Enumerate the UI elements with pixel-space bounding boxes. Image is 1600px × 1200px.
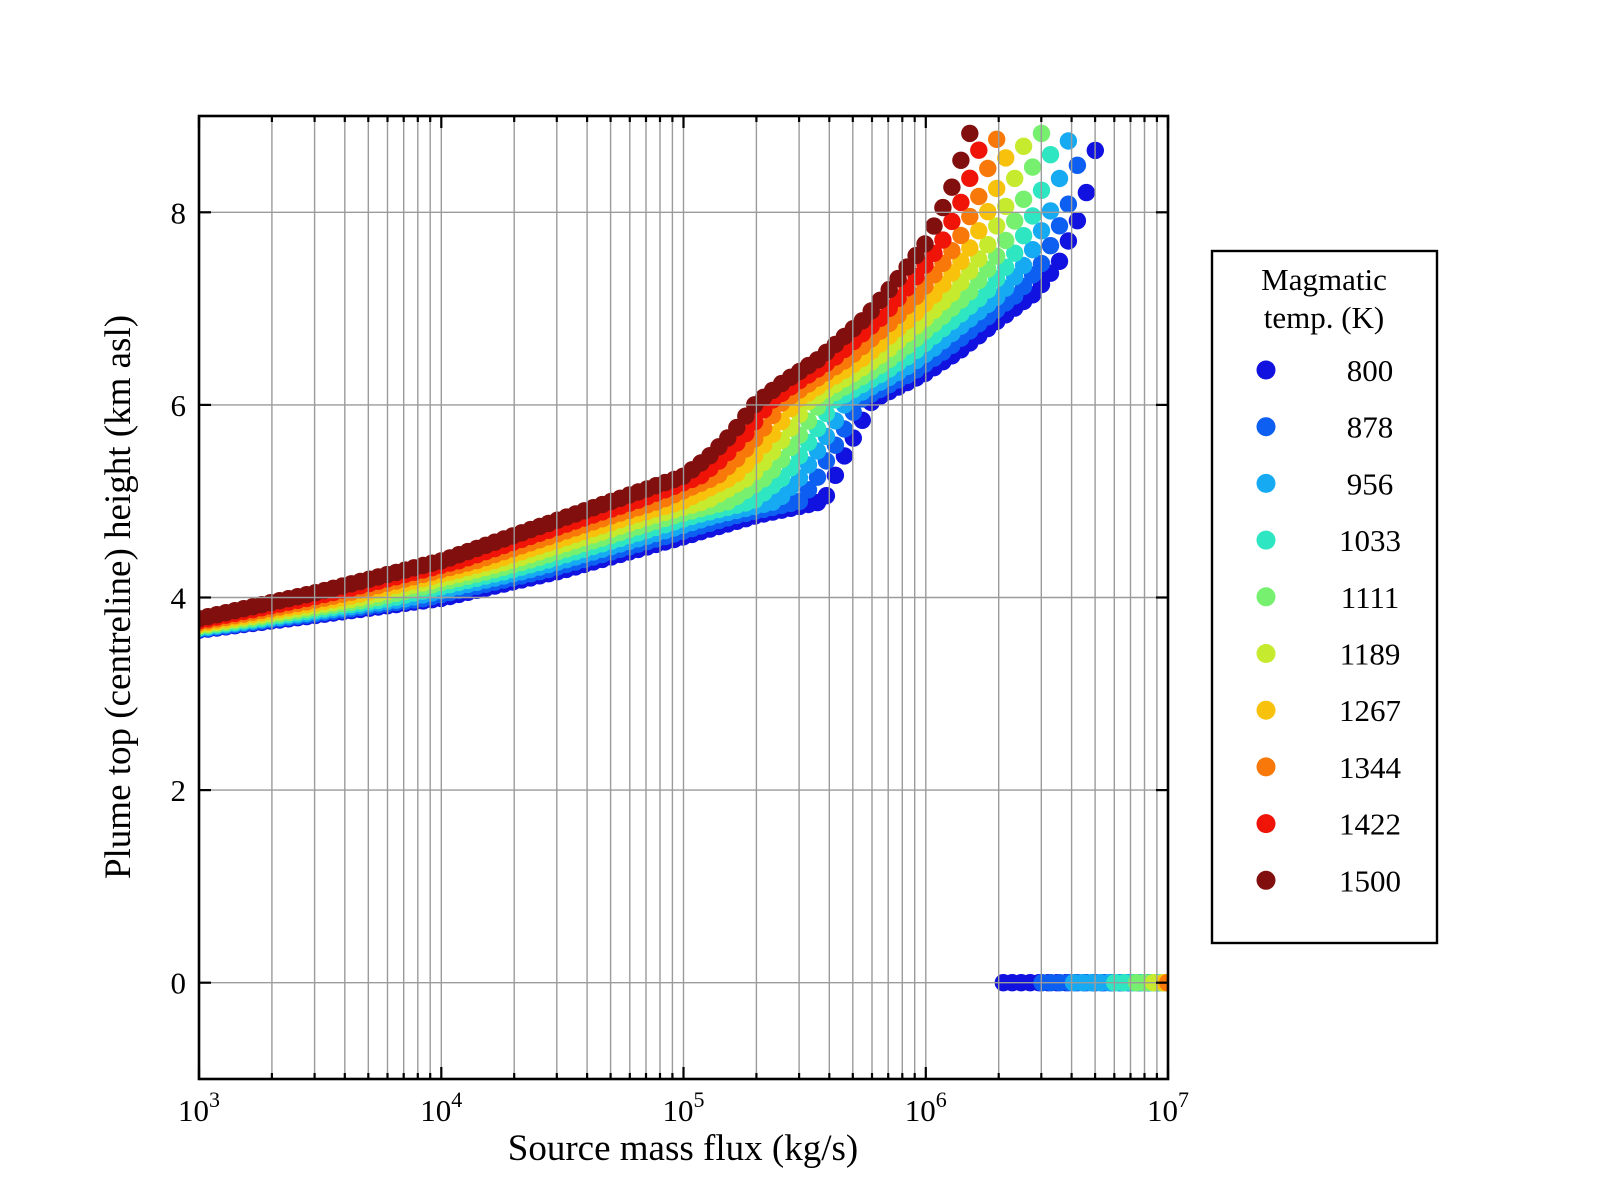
legend-label-1189: 1189	[1340, 637, 1401, 672]
legend-entry-1189: 1189	[1256, 637, 1401, 672]
legend-entry-1500: 1500	[1256, 863, 1401, 898]
x-tick-label-10e3: 103	[178, 1087, 220, 1128]
grid-layer	[199, 116, 1168, 1079]
x-tick-label-10e6: 106	[905, 1087, 947, 1128]
legend-label-878: 878	[1347, 410, 1394, 445]
legend-marker-1344	[1256, 757, 1276, 777]
legend-label-1267: 1267	[1339, 693, 1401, 728]
legend-marker-800	[1256, 360, 1276, 380]
y-tick-label-4: 4	[171, 581, 187, 616]
legend-marker-1111	[1256, 587, 1276, 607]
x-tick-label-10e5: 105	[663, 1087, 705, 1128]
legend-title-line1: Magmatic	[1261, 262, 1387, 297]
legend-entry-878: 878	[1256, 410, 1394, 445]
legend-title-line2: temp. (K)	[1264, 300, 1385, 335]
legend-label-1500: 1500	[1339, 863, 1401, 898]
legend-marker-1033	[1256, 530, 1276, 550]
legend-marker-1422	[1256, 814, 1276, 834]
scatter-dots-layer	[199, 124, 1168, 992]
legend-marker-878	[1256, 417, 1276, 437]
legend-entry-1422: 1422	[1256, 807, 1401, 842]
x-tick-label-10e4: 104	[420, 1087, 462, 1128]
legend-label-1422: 1422	[1339, 807, 1401, 842]
y-tick-label-2: 2	[171, 773, 187, 808]
axes-spines	[197, 114, 1170, 1081]
y-tick-label-8: 8	[171, 195, 187, 230]
legend: Magmatic temp. (K) 800 878 956 1033 1111 1189…	[1210, 249, 1439, 945]
legend-label-956: 956	[1347, 466, 1394, 501]
legend-marker-956	[1256, 473, 1276, 493]
y-tick-label-6: 6	[171, 388, 187, 423]
legend-entries: 800 878 956 1033 1111 1189 1267 1344 1422 1500	[1256, 353, 1402, 898]
legend-label-1033: 1033	[1339, 523, 1401, 558]
legend-label-800: 800	[1347, 353, 1394, 388]
x-axis-label: Source mass flux (kg/s)	[508, 1128, 858, 1169]
legend-entry-1344: 1344	[1256, 750, 1402, 785]
legend-entry-956: 956	[1256, 466, 1394, 501]
legend-marker-1267	[1256, 700, 1276, 720]
legend-marker-1500	[1256, 870, 1276, 890]
legend-entry-800: 800	[1256, 353, 1394, 388]
legend-label-1344: 1344	[1339, 750, 1402, 785]
y-axis-label: Plume top (centreline) height (km asl)	[98, 315, 139, 879]
legend-marker-1189	[1256, 644, 1276, 663]
tick-labels-layer: 103 104 105 106 107 0 2 4 6 8	[171, 195, 1190, 1128]
legend-entry-1111: 1111	[1256, 580, 1400, 615]
legend-entry-1033: 1033	[1256, 523, 1401, 558]
legend-label-1111: 1111	[1341, 580, 1400, 615]
y-tick-label-0: 0	[171, 966, 187, 1001]
legend-box	[1210, 249, 1439, 945]
legend-entry-1267: 1267	[1256, 693, 1401, 728]
x-tick-label-10e7: 107	[1147, 1087, 1189, 1128]
